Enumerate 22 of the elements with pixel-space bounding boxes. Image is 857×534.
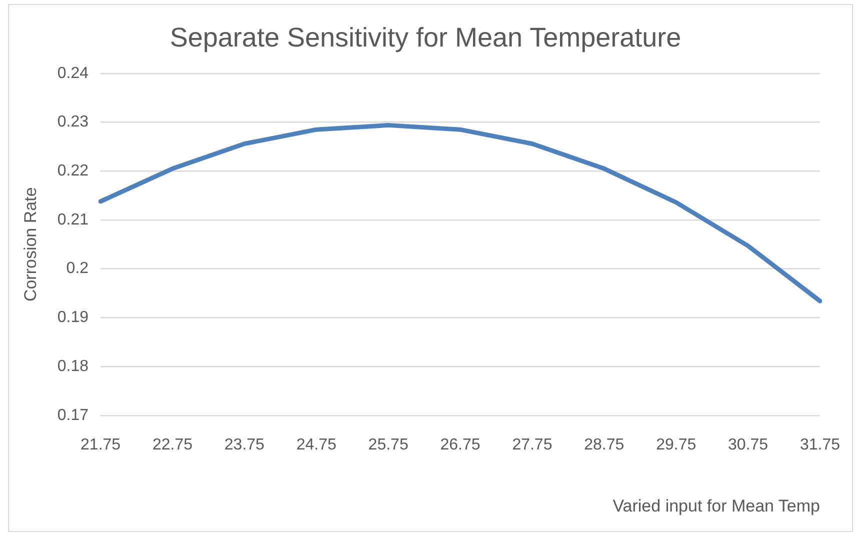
y-tick-label: 0.17 <box>57 406 89 424</box>
x-tick-label: 28.75 <box>584 436 624 454</box>
x-tick-label: 23.75 <box>224 436 265 454</box>
x-tick-label: 24.75 <box>296 436 336 454</box>
y-tick-label: 0.22 <box>57 162 89 180</box>
y-tick-label: 0.23 <box>57 114 89 131</box>
x-axis-title: Varied input for Mean Temp <box>612 496 820 516</box>
y-tick-label: 0.19 <box>57 309 89 326</box>
y-tick-label: 0.21 <box>57 211 89 228</box>
y-tick-label: 0.24 <box>57 64 89 82</box>
x-tick-label: 29.75 <box>656 436 696 454</box>
x-tick-label: 31.75 <box>800 436 840 454</box>
x-tick-label: 22.75 <box>152 436 193 454</box>
x-tick-label: 27.75 <box>512 436 552 454</box>
y-axis-title: Corrosion Rate <box>20 187 40 302</box>
x-tick-label: 30.75 <box>728 436 768 454</box>
x-tick-label: 26.75 <box>440 436 480 454</box>
x-tick-label: 21.75 <box>80 436 121 454</box>
x-tick-label: 25.75 <box>368 436 408 454</box>
y-tick-label: 0.18 <box>57 358 89 375</box>
y-tick-label: 0.2 <box>66 260 89 278</box>
chart-title: Separate Sensitivity for Mean Temperature <box>170 22 682 53</box>
